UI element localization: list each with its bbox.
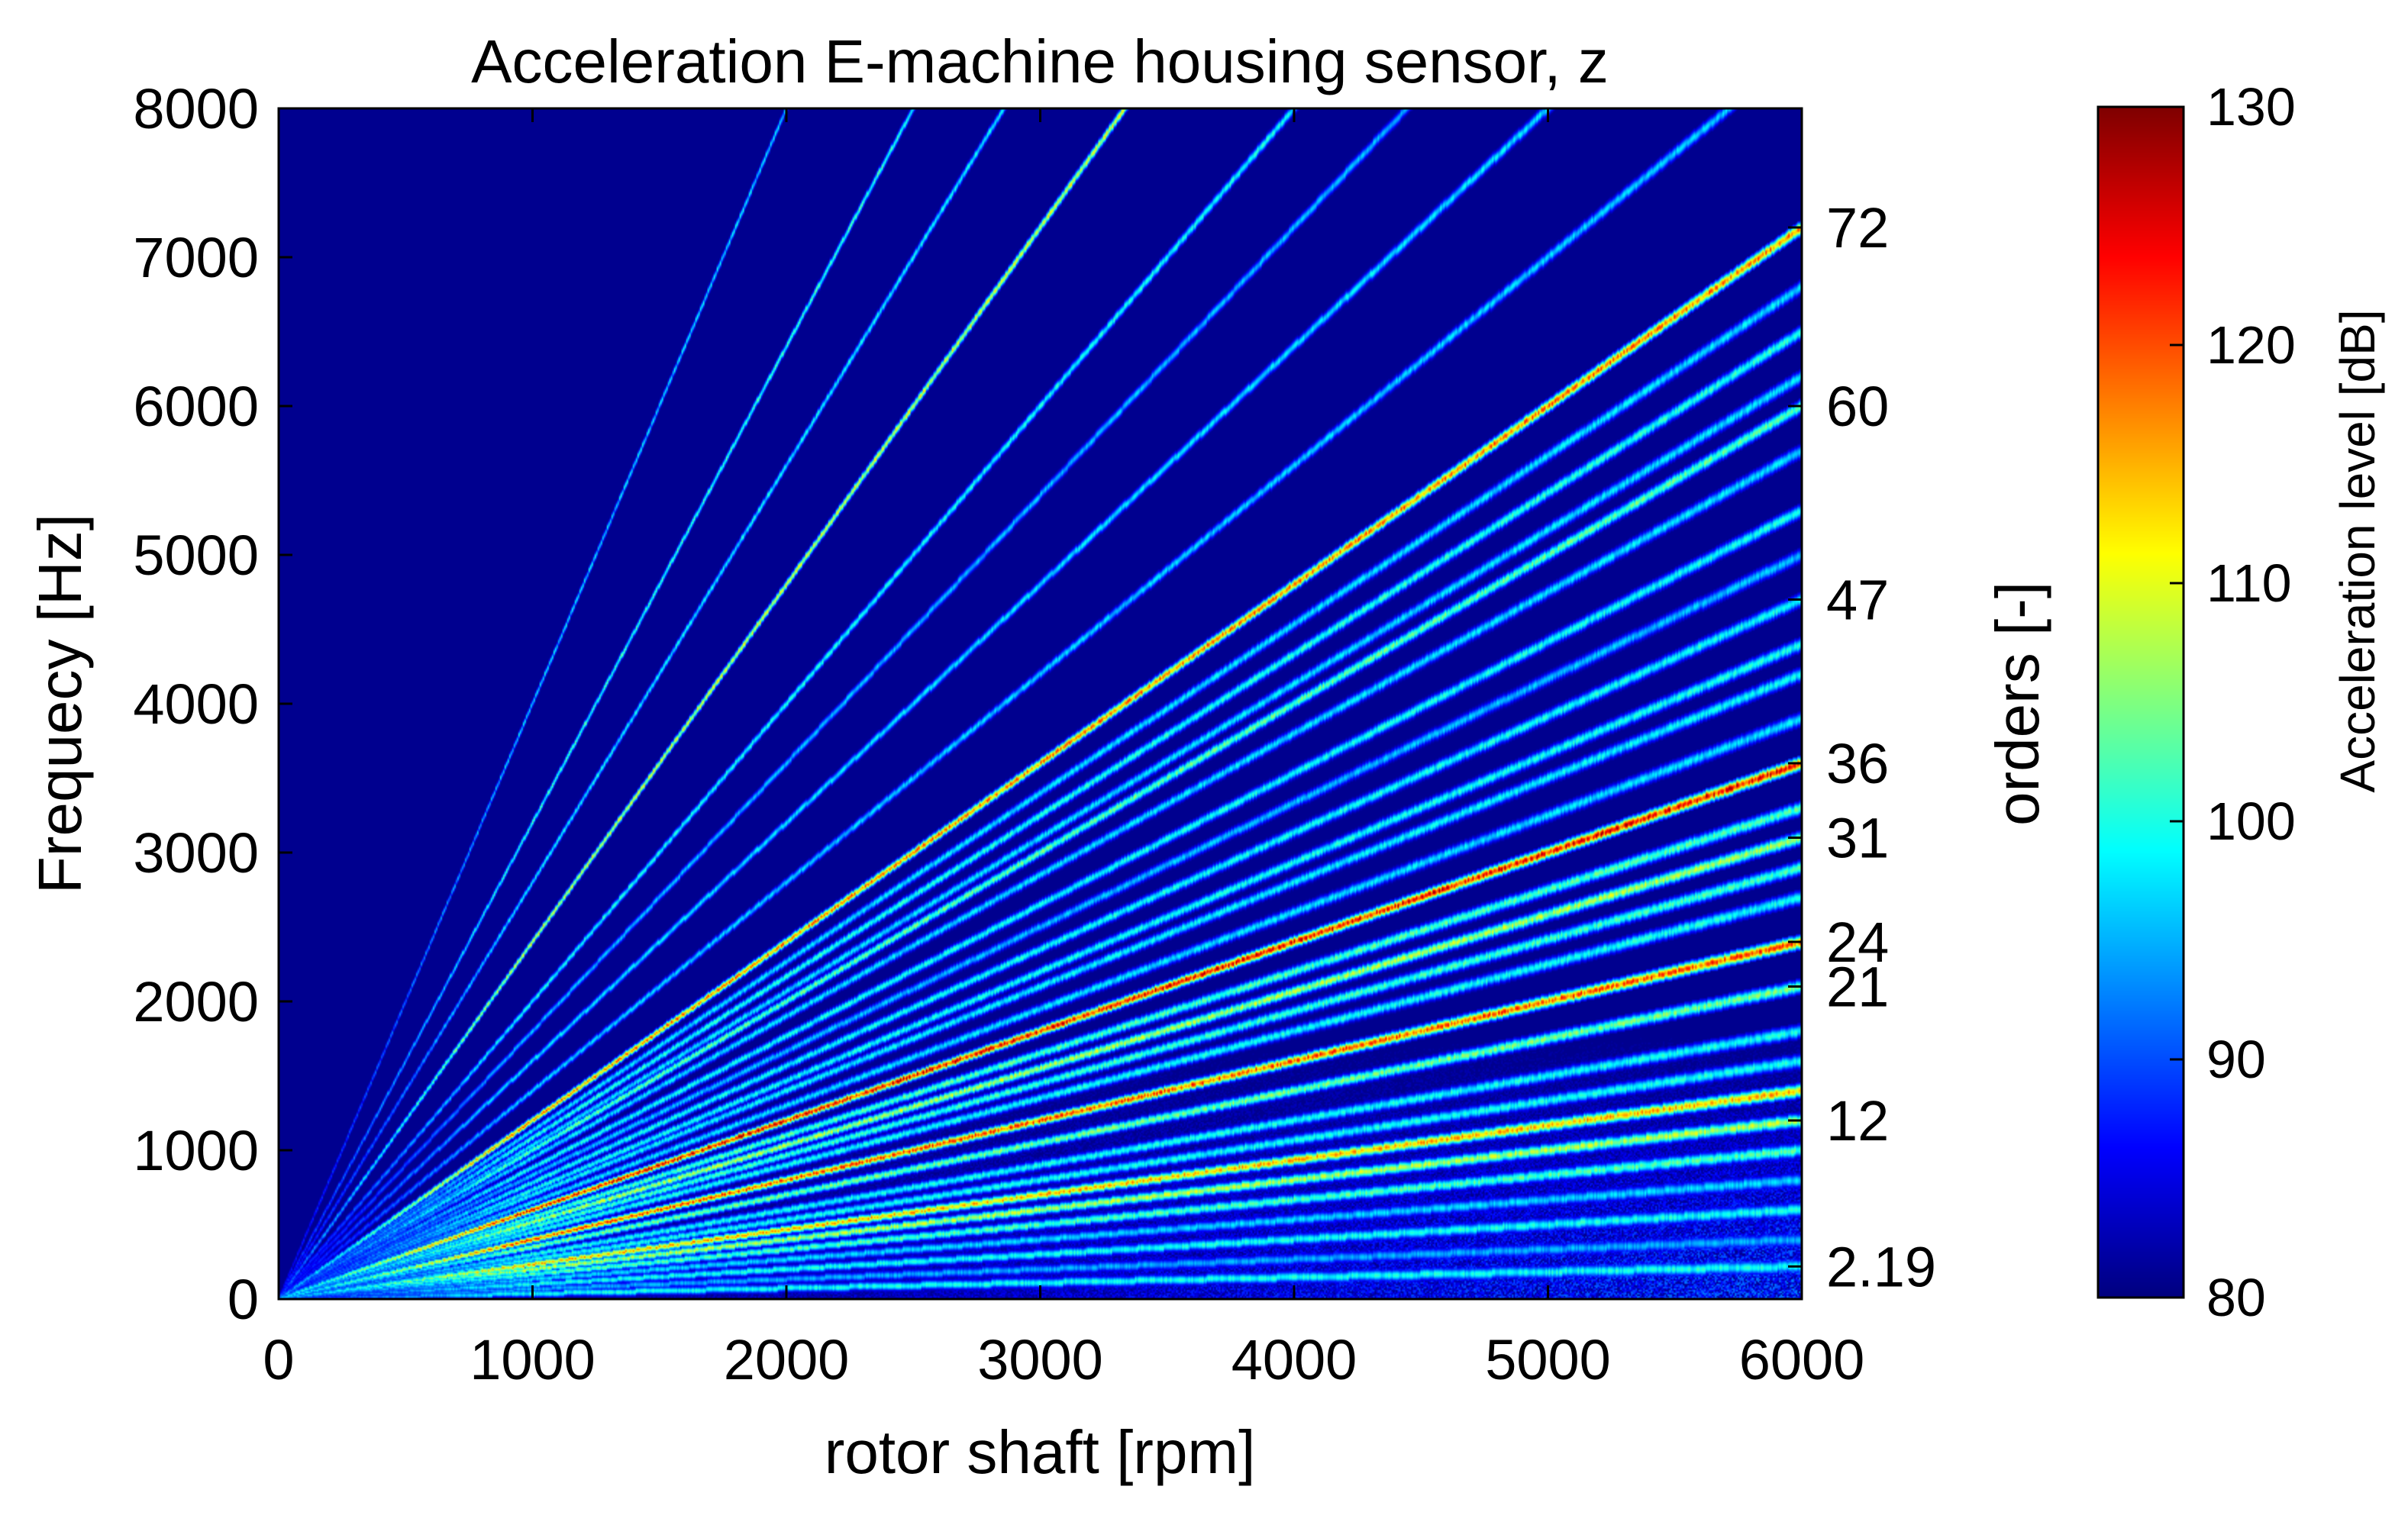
orders-axis-label: orders [-] xyxy=(1984,582,2051,826)
y-tick-label: 7000 xyxy=(133,226,259,289)
x-axis-label: rotor shaft [rpm] xyxy=(825,1418,1256,1486)
order-tick-label: 60 xyxy=(1826,375,1889,438)
y-axis: 0 1000 2000 3000 4000 5000 6000 7000 8000 xyxy=(133,77,292,1331)
y-tick-label: 6000 xyxy=(133,375,259,438)
y-tick-label: 2000 xyxy=(133,970,259,1033)
order-tick-label: 31 xyxy=(1826,807,1889,870)
x-tick-label: 6000 xyxy=(1739,1328,1865,1391)
y-tick-label: 3000 xyxy=(133,821,259,885)
x-tick-label: 5000 xyxy=(1485,1328,1611,1391)
x-tick-label: 4000 xyxy=(1231,1328,1357,1391)
order-tick-label: 36 xyxy=(1826,732,1889,795)
order-tick-label: 2.19 xyxy=(1826,1235,1936,1298)
x-tick-label: 0 xyxy=(263,1328,294,1391)
colorbar-gradient xyxy=(2098,107,2184,1298)
colorbar-label: Acceleration level [dB] xyxy=(2330,309,2385,792)
colorbar-tick-label: 80 xyxy=(2206,1268,2266,1327)
y-tick-label: 0 xyxy=(228,1268,259,1331)
y-tick-label: 4000 xyxy=(133,672,259,736)
colorbar-axis: 80 90 100 110 120 130 xyxy=(2170,77,2296,1327)
plot-frame xyxy=(277,107,1803,1301)
order-tick-label: 21 xyxy=(1826,956,1889,1019)
colorbar-frame xyxy=(2097,105,2185,1299)
colorbar-tick-label: 120 xyxy=(2206,315,2296,375)
y-axis-label: Frequecy [Hz] xyxy=(26,514,94,894)
x-tick-label: 2000 xyxy=(724,1328,850,1391)
order-tick-label: 12 xyxy=(1826,1089,1889,1153)
colorbar-tick-label: 90 xyxy=(2206,1030,2266,1089)
y-tick-label: 1000 xyxy=(133,1119,259,1182)
order-tick-label: 72 xyxy=(1826,196,1889,260)
y-tick-label: 8000 xyxy=(133,77,259,140)
x-axis: 0 1000 2000 3000 4000 5000 6000 xyxy=(263,108,1864,1391)
order-tick-label: 47 xyxy=(1826,569,1889,632)
colorbar-tick-label: 110 xyxy=(2206,553,2292,613)
x-tick-label: 1000 xyxy=(470,1328,596,1391)
order-tick-label: 24 xyxy=(1826,911,1889,974)
colorbar-tick-label: 100 xyxy=(2206,792,2296,851)
y-tick-label: 5000 xyxy=(133,524,259,587)
x-tick-label: 3000 xyxy=(977,1328,1103,1391)
spectrogram-heatmap xyxy=(279,108,1802,1299)
chart-title: Acceleration E-machine housing sensor, z xyxy=(471,27,1609,95)
colorbar-tick-label: 130 xyxy=(2206,77,2296,137)
